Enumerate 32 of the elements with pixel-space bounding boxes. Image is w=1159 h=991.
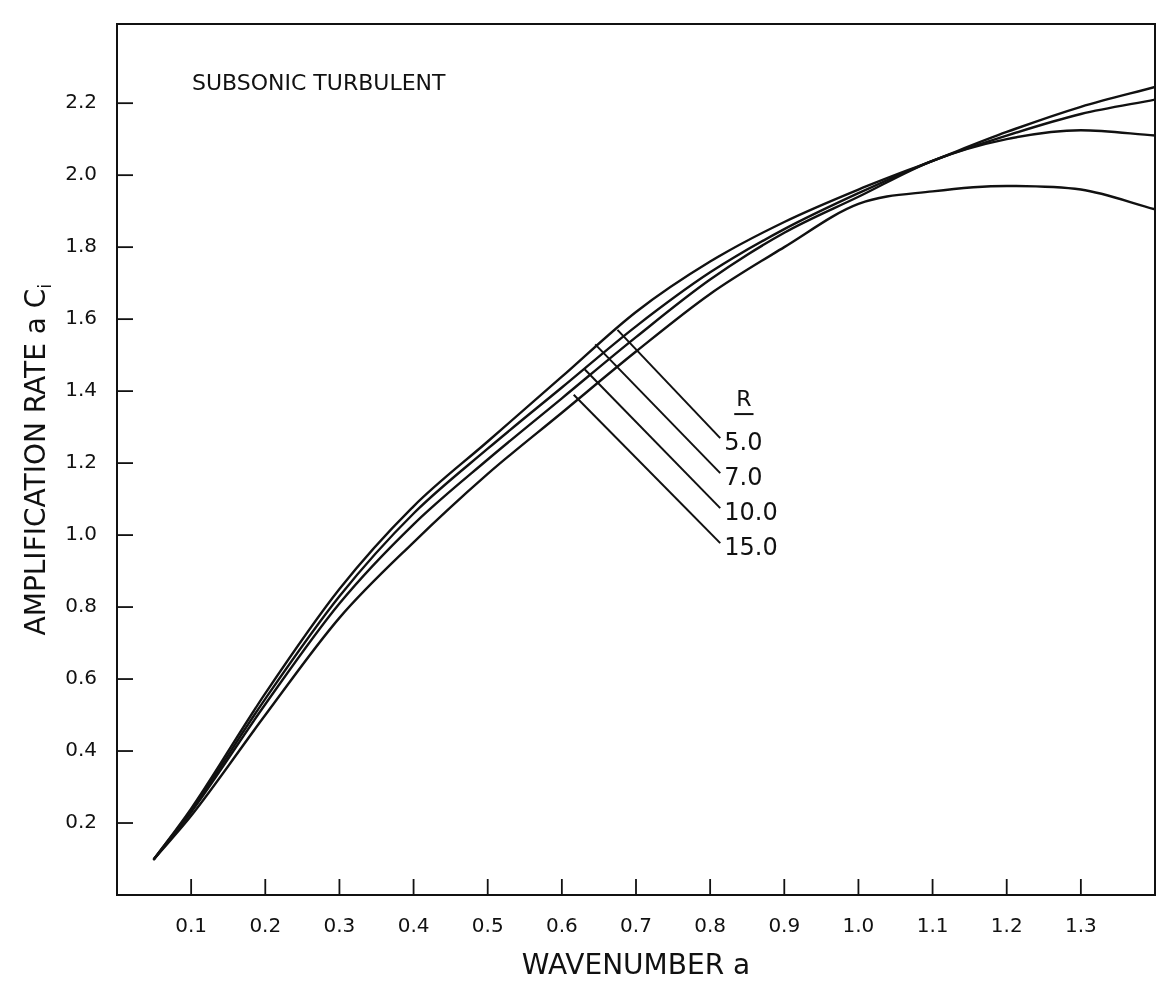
x-tick-label: 0.9 — [768, 913, 801, 938]
y-tick-label: 1.4 — [65, 377, 97, 402]
text: SUBSONIC TURBULENT — [192, 69, 446, 95]
legend-title: R — [736, 385, 752, 411]
x-tick-label: 0.6 — [545, 913, 578, 938]
x-tick-label: 0.4 — [397, 913, 430, 938]
x-tick-label: 0.5 — [471, 913, 504, 938]
y-tick-label: 0.8 — [65, 593, 97, 618]
x-tick-label: 1.1 — [916, 913, 949, 938]
y-tick-label: 1.8 — [65, 233, 97, 258]
x-tick-label: 1.3 — [1064, 913, 1097, 938]
y-tick-label: 1.2 — [65, 449, 97, 474]
x-tick-label: 0.2 — [249, 913, 282, 938]
annotation: 7.0 — [724, 463, 763, 492]
y-tick-label: 1.0 — [65, 521, 97, 546]
x-tick-label: 1.2 — [990, 913, 1023, 938]
annotation: 15.0 — [724, 533, 778, 562]
y-tick-label: 0.6 — [65, 665, 97, 690]
y-axis-title: AMPLIFICATION RATE a Ci — [19, 283, 56, 636]
x-tick-label: 1.0 — [842, 913, 875, 938]
y-tick-label: 2.2 — [65, 89, 97, 114]
y-tick-label: 0.4 — [65, 737, 97, 762]
annotation: 10.0 — [724, 498, 778, 527]
x-tick-label: 0.7 — [620, 913, 652, 938]
x-axis-title: WAVENUMBER a — [521, 948, 751, 982]
x-tick-label: 0.3 — [323, 913, 356, 938]
x-tick-label: 0.8 — [694, 913, 727, 938]
annotation: 5.0 — [724, 428, 763, 457]
y-tick-label: 2.0 — [65, 161, 97, 186]
y-tick-label: 1.6 — [65, 305, 97, 330]
x-tick-label: 0.1 — [175, 913, 208, 938]
y-tick-label: 0.2 — [65, 809, 97, 834]
